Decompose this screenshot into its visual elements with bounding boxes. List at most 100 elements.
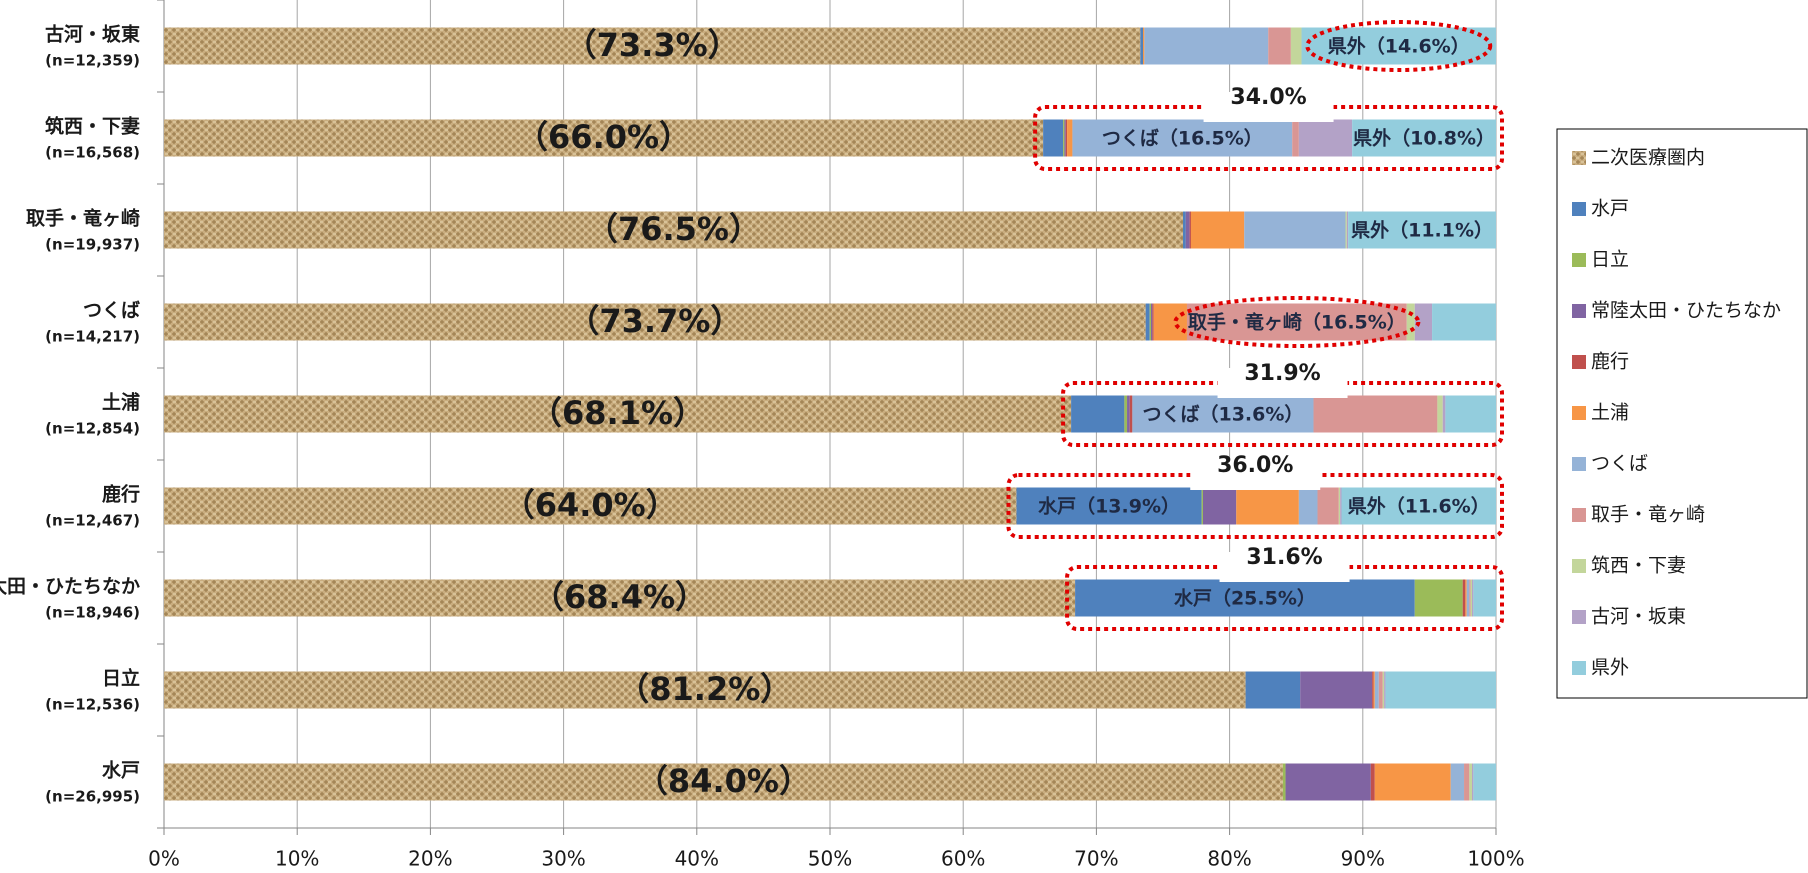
bar-segment [1465, 579, 1467, 617]
category-note: (n=12,854) [45, 420, 140, 438]
bar-segment [1186, 303, 1407, 341]
bar-segment [1445, 395, 1496, 433]
bar-segment [1437, 395, 1443, 433]
x-tick-label: 0% [148, 847, 180, 871]
share-label: （64.0%） [503, 486, 678, 524]
bar-segment [1370, 763, 1375, 801]
legend-swatch [1572, 559, 1586, 573]
category-label: 日立 [102, 667, 140, 690]
legend-label: 水戸 [1591, 198, 1629, 220]
category-note: (n=12,467) [45, 512, 140, 530]
legend-label: 土浦 [1591, 402, 1629, 424]
bar-segment [1346, 211, 1349, 249]
highlight-ellipse [1305, 20, 1493, 72]
bar-segment [1244, 211, 1346, 249]
bar-segment [1414, 579, 1463, 617]
bar-segment [1245, 671, 1301, 709]
legend-swatch [1572, 661, 1586, 675]
bar-segment [1432, 303, 1496, 341]
bar-segment [1472, 763, 1474, 801]
x-tick-label: 70% [1074, 847, 1118, 871]
bar-segment [1298, 487, 1318, 525]
category-note: (n=12,359) [45, 52, 140, 70]
bar-segment [1075, 579, 1415, 617]
bar-segment [164, 27, 1141, 65]
x-tick-label: 20% [408, 847, 452, 871]
bar-segment [1290, 27, 1302, 65]
legend-label: 鹿行 [1591, 351, 1629, 373]
bar-segment [1469, 579, 1471, 617]
category-label: 古河・坂東 [45, 23, 140, 46]
highlight-ellipse [1173, 296, 1421, 348]
bar-segment [1285, 763, 1371, 801]
bar-segment [1341, 487, 1496, 525]
share-label: （84.0%） [636, 762, 811, 800]
annotation-gap [1219, 552, 1350, 582]
legend-label: つくば [1591, 453, 1648, 475]
bar-segment [1185, 211, 1190, 249]
share-label: （81.2%） [617, 670, 792, 708]
annotation-box [1033, 105, 1504, 171]
category-note: (n=18,946) [45, 604, 140, 622]
x-tick-label: 30% [541, 847, 585, 871]
bar-segment [1149, 303, 1152, 341]
annotation-box [1006, 473, 1504, 539]
category-label: 水戸 [102, 760, 140, 782]
bar-segment [1129, 395, 1133, 433]
bar-segment [1462, 579, 1466, 617]
bar-segment [1300, 671, 1373, 709]
x-tick-label: 90% [1341, 847, 1385, 871]
bar-segment [164, 763, 1283, 801]
bar-segment [1464, 763, 1470, 801]
legend-swatch [1572, 406, 1586, 420]
bar-segment [1071, 395, 1125, 433]
bar-segment [1406, 303, 1415, 341]
bar-segment [1043, 119, 1064, 157]
legend-swatch [1572, 304, 1586, 318]
bar-segment [1374, 671, 1379, 709]
bar-segment [1338, 487, 1341, 525]
bar-segment [1152, 303, 1154, 341]
bar-segment [164, 671, 1246, 709]
segment-label: 水戸（25.5%） [1174, 587, 1316, 610]
segment-label: 取手・竜ヶ崎（16.5%） [1188, 311, 1406, 334]
category-note: (n=14,217) [45, 328, 140, 346]
category-label: 常陸太田・ひたちなか [0, 575, 140, 598]
bar-segment [1143, 27, 1145, 65]
legend-swatch [1572, 508, 1586, 522]
annotation-label: 36.0% [1217, 453, 1293, 478]
legend-label: 古河・坂東 [1591, 606, 1686, 628]
bar-segment [164, 487, 1017, 525]
legend-swatch [1572, 610, 1586, 624]
annotation-label: 31.9% [1244, 361, 1320, 386]
segment-label: つくば（16.5%） [1102, 127, 1263, 150]
x-tick-label: 50% [808, 847, 852, 871]
x-tick-label: 80% [1207, 847, 1251, 871]
bar-segment [1182, 211, 1186, 249]
segment-label: 県外（10.8%） [1353, 127, 1495, 150]
bar-segment [1414, 303, 1433, 341]
legend-swatch [1572, 457, 1586, 471]
legend-swatch [1572, 355, 1586, 369]
bar-segment [164, 303, 1146, 341]
bar-segment [1298, 119, 1353, 157]
bar-segment [1472, 579, 1474, 617]
category-note: (n=19,937) [45, 236, 140, 254]
bar-segment [1348, 211, 1496, 249]
share-label: （73.7%） [567, 302, 742, 340]
bar-segment [1132, 395, 1314, 433]
legend-swatch [1572, 202, 1586, 216]
share-label: （68.4%） [532, 578, 707, 616]
bar-segment [1450, 763, 1465, 801]
annotation-box [1065, 565, 1504, 631]
legend-swatch [1572, 253, 1586, 267]
category-label: 土浦 [102, 391, 140, 414]
bar-segment [1301, 27, 1496, 65]
bar-segment [1189, 211, 1191, 249]
x-tick-label: 60% [941, 847, 985, 871]
legend-label: 県外 [1591, 657, 1629, 679]
bar-segment [1473, 763, 1496, 801]
legend-swatch [1572, 151, 1586, 165]
category-note: (n=26,995) [45, 788, 140, 806]
